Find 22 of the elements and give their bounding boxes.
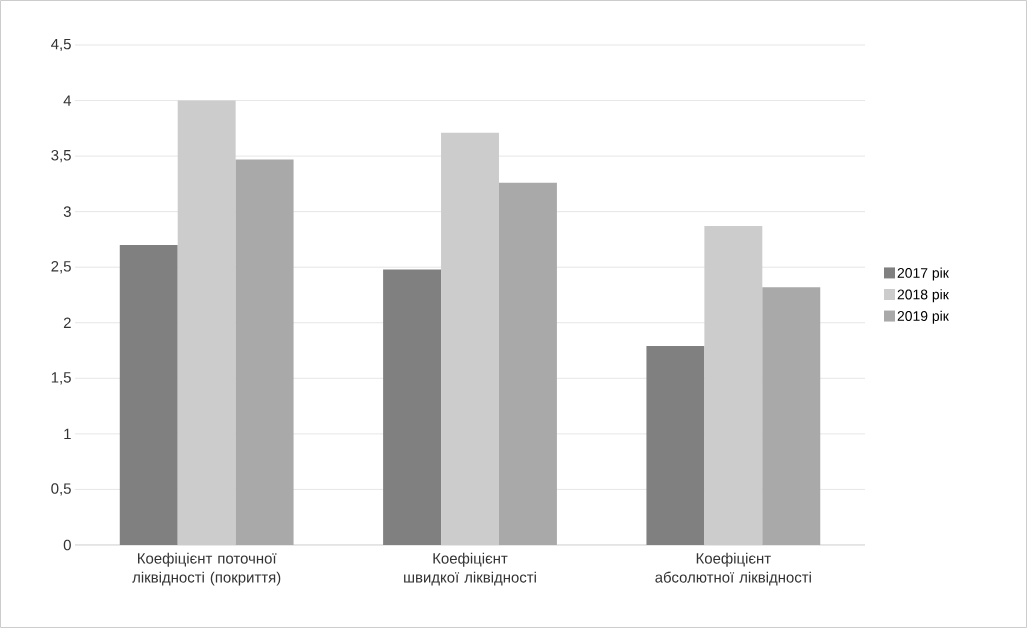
- bar: [704, 226, 763, 545]
- y-tick-label: 4: [63, 95, 72, 106]
- legend-label: 2017 рік: [897, 267, 949, 281]
- y-tick-label: 1,5: [51, 372, 71, 385]
- y-tick-label: 3,5: [51, 149, 71, 163]
- y-tick-label: 2: [63, 317, 71, 328]
- x-tick-label: Коефіцієнт абсолютної ліквідності: [655, 552, 811, 586]
- y-tick-label: 0: [63, 539, 71, 551]
- legend-label: 2018 рік: [897, 289, 949, 303]
- bar: [119, 244, 178, 545]
- bar: [177, 100, 236, 545]
- y-tick-label: 2,5: [51, 261, 71, 274]
- y-tick-label: 3: [63, 206, 71, 217]
- legend-label: 2019 рік: [897, 310, 949, 324]
- bar: [646, 346, 705, 545]
- y-tick-label: 1: [64, 428, 71, 440]
- y-tick-label: 0,5: [51, 483, 71, 496]
- x-tick-label: Коефіцієнт поточної ліквідності (покриття): [132, 552, 281, 586]
- x-tick-label: Коефіцієнт швидкої ліквідності: [404, 552, 536, 586]
- bar: [383, 269, 442, 545]
- y-tick-label: 4,5: [51, 38, 71, 52]
- bar: [441, 132, 499, 545]
